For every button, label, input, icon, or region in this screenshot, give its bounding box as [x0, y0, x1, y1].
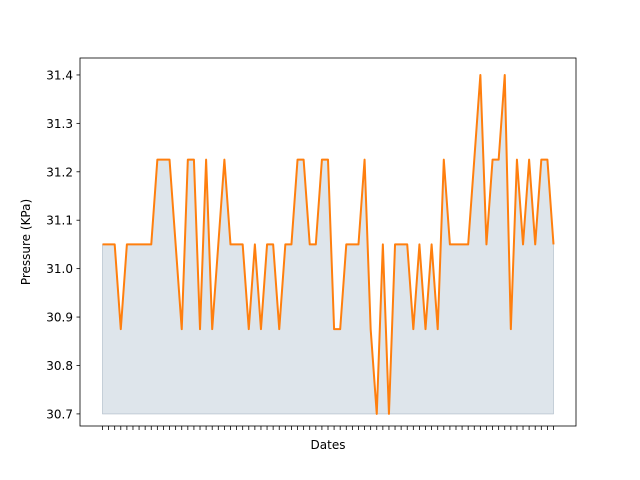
y-tick-label: 30.9	[46, 311, 73, 325]
x-axis-label: Dates	[311, 438, 346, 452]
y-tick-label: 30.8	[46, 359, 73, 373]
y-tick-label: 31.1	[46, 214, 73, 228]
x-axis-ticks	[102, 426, 554, 430]
y-tick-label: 30.7	[46, 407, 73, 421]
plot-area	[102, 73, 555, 415]
y-axis-ticks: 30.7 30.8 30.9 31.0 31.1 31.2 31.3 31.4	[46, 68, 80, 421]
y-tick-label: 31.0	[46, 262, 73, 276]
pressure-series-line	[102, 73, 555, 415]
y-tick-label: 31.2	[46, 165, 73, 179]
y-tick-label: 31.3	[46, 117, 73, 131]
y-tick-label: 31.4	[46, 68, 73, 82]
y-axis-label: Pressure (KPa)	[19, 199, 33, 285]
